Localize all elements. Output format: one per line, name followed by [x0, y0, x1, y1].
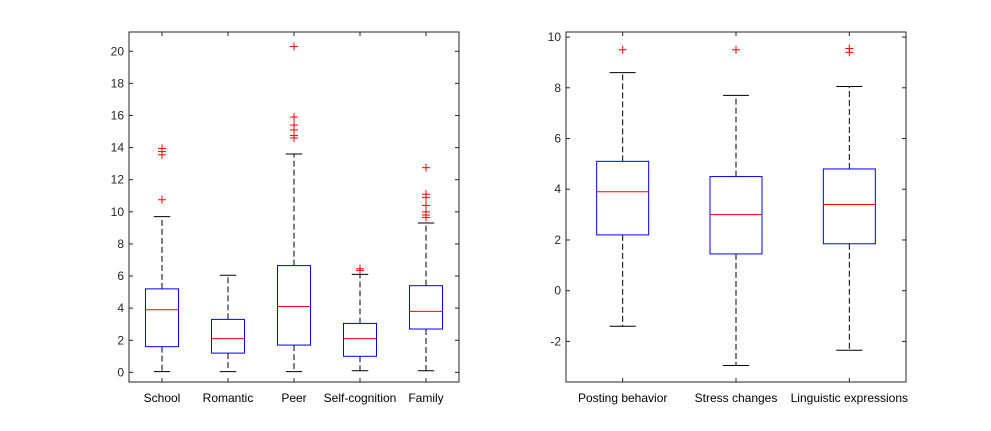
left-panel: 0 2 4 6 8 10 12 14 16 18 20 School Romantic Peer Self-…: [111, 31, 460, 405]
x-tick-label: Posting behavior: [578, 391, 667, 405]
y-tick-label: 2: [554, 233, 561, 247]
x-tick-label: Stress changes: [695, 391, 778, 405]
iqr-box: [145, 288, 179, 348]
box-self-cognition: [343, 264, 377, 372]
y-tick-label: 8: [117, 237, 124, 251]
y-tick-label: 10: [111, 205, 125, 219]
outlier-marker: [158, 195, 166, 204]
iqr-box: [277, 265, 311, 346]
box-posting-behavior: [596, 45, 650, 327]
iqr-box: [409, 285, 443, 330]
y-tick-label: 4: [554, 182, 561, 196]
right-panel: -2 0 2 4 6 8 10 Posting behavior Stress changes L…: [548, 30, 908, 405]
iqr-box: [343, 322, 377, 357]
y-tick-label: 4: [117, 301, 124, 315]
iqr-box: [596, 160, 650, 236]
y-tick-label: 16: [111, 108, 125, 122]
outlier-marker: [290, 113, 298, 122]
outlier-marker: [845, 44, 854, 53]
y-tick-label: 6: [117, 269, 124, 283]
outlier-marker: [618, 45, 627, 54]
iqr-box: [709, 176, 763, 255]
y-tick-label: 20: [111, 44, 125, 58]
x-tick-label: Self-cognition: [324, 391, 397, 405]
box-romantic: [211, 274, 245, 373]
y-tick-label: 6: [554, 132, 561, 146]
x-tick-label: Romantic: [203, 391, 254, 405]
y-tick-label: 10: [548, 30, 562, 44]
y-tick-label: 0: [117, 365, 124, 379]
iqr-box: [822, 168, 876, 245]
outlier-marker: [158, 144, 166, 153]
outlier-marker: [422, 163, 430, 172]
outlier-marker: [422, 201, 430, 210]
y-tick-label: 2: [117, 333, 124, 347]
y-tick-label: 14: [111, 141, 125, 155]
box-linguistic-expressions: [822, 44, 876, 351]
outlier-marker: [290, 42, 298, 51]
y-tick-label: 12: [111, 173, 125, 187]
iqr-box: [211, 318, 245, 354]
box-school: [145, 144, 179, 373]
x-tick-label: Linguistic expressions: [791, 391, 908, 405]
x-tick-label: School: [144, 391, 181, 405]
y-tick-label: -2: [550, 334, 561, 348]
y-tick-label: 18: [111, 76, 125, 90]
outlier-marker: [356, 264, 364, 273]
outlier-marker: [422, 190, 430, 199]
outlier-marker: [290, 121, 298, 130]
y-tick-label: 0: [554, 284, 561, 298]
outlier-marker: [732, 45, 740, 54]
box-stress-changes: [709, 45, 763, 367]
box-peer: [277, 42, 311, 373]
x-tick-label: Family: [408, 391, 443, 405]
box-family: [409, 163, 443, 372]
y-tick-label: 8: [554, 81, 561, 95]
x-tick-label: Peer: [281, 391, 306, 405]
